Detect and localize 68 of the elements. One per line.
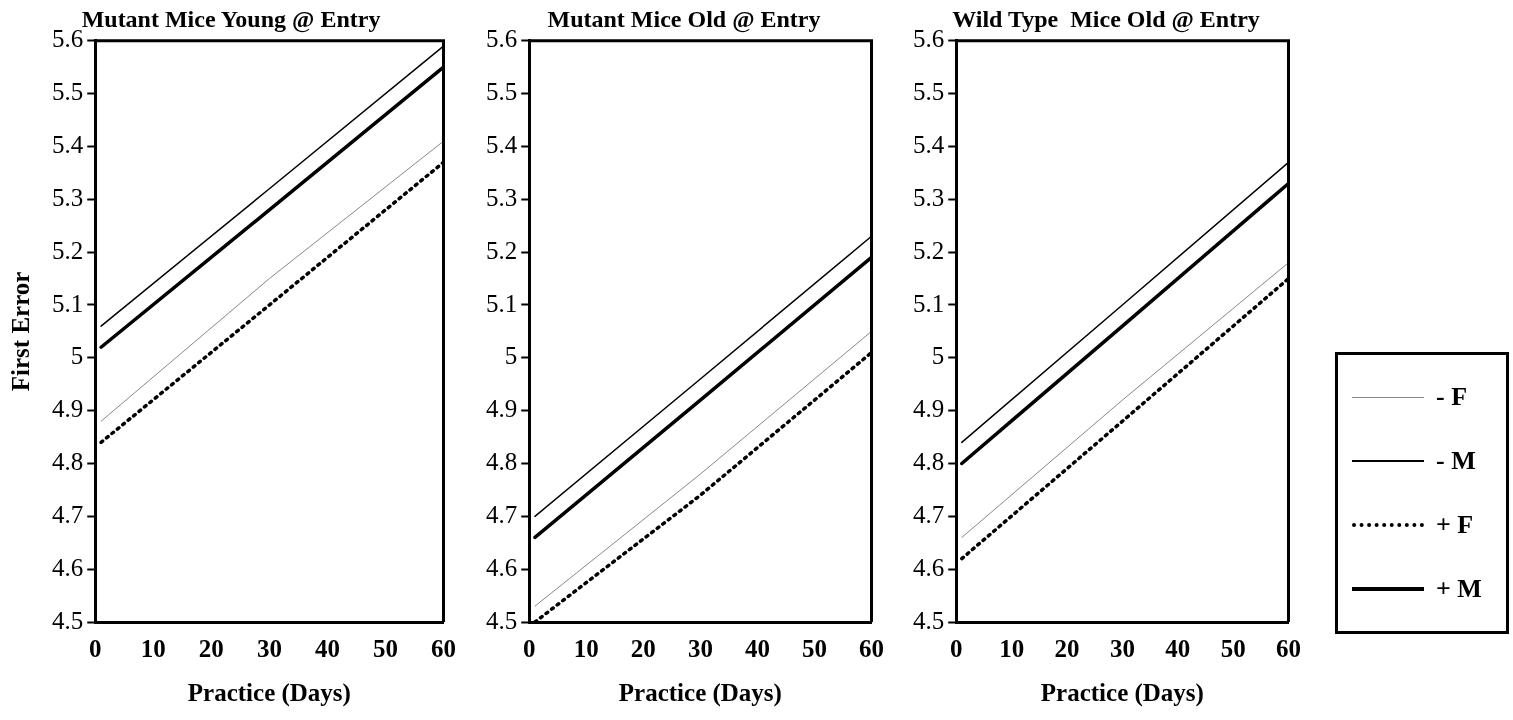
- x-tick-label: 60: [431, 635, 456, 663]
- y-tick-label: 5.5: [913, 78, 945, 106]
- y-tick-label: 4.7: [52, 500, 84, 528]
- y-tick-label: 4.8: [913, 448, 945, 476]
- y-tick-label: 4.6: [486, 553, 518, 581]
- y-tick-label: 5.6: [913, 25, 945, 53]
- y-tick-label: 5.3: [486, 183, 518, 211]
- x-tick-label: 30: [1109, 635, 1135, 663]
- x-tick-label: 10: [140, 635, 166, 663]
- y-tick-label: 5.4: [913, 131, 945, 159]
- chart-title: Mutant Mice Young @ Entry: [81, 5, 381, 33]
- chart-title: Mutant Mice Old @ Entry: [547, 5, 821, 33]
- legend-label: + F: [1436, 510, 1474, 540]
- y-tick-label: 5.3: [52, 183, 84, 211]
- y-tick-label: 5: [70, 342, 84, 370]
- y-tick-label: 5.2: [913, 236, 945, 264]
- x-axis-title: Practice (Days): [618, 679, 782, 708]
- x-tick-label: 0: [950, 635, 963, 663]
- x-tick-label: 10: [999, 635, 1025, 663]
- x-tick-label: 50: [1220, 635, 1246, 663]
- y-tick-label: 5: [931, 342, 945, 370]
- x-tick-label: 0: [523, 635, 536, 663]
- x-tick-label: 50: [801, 635, 827, 663]
- x-tick-label: 60: [859, 635, 884, 663]
- y-tick-label: 5.4: [486, 131, 518, 159]
- y-axis-title: First Error: [7, 271, 35, 392]
- x-tick-label: 50: [372, 635, 398, 663]
- y-tick-label: 5.6: [52, 25, 84, 53]
- y-tick-label: 5.5: [52, 78, 84, 106]
- y-tick-label: 5.2: [486, 236, 518, 264]
- x-tick-label: 30: [256, 635, 282, 663]
- y-tick-label: 4.5: [486, 606, 518, 634]
- y-tick-label: 5.1: [913, 289, 945, 317]
- x-tick-label: 10: [573, 635, 599, 663]
- y-tick-label: 5.3: [913, 183, 945, 211]
- chart-title: Wild Type Mice Old @ Entry: [952, 5, 1260, 33]
- y-tick-label: 4.8: [486, 448, 518, 476]
- x-tick-label: 20: [1054, 635, 1080, 663]
- x-axis-title: Practice (Days): [187, 679, 351, 708]
- y-tick-label: 4.7: [486, 500, 518, 528]
- y-tick-label: 4.6: [913, 553, 945, 581]
- y-tick-label: 4.9: [913, 395, 945, 423]
- x-axis-title: Practice (Days): [1040, 679, 1204, 708]
- y-tick-label: 5: [504, 342, 518, 370]
- legend-label: - F: [1436, 382, 1468, 412]
- x-tick-label: 60: [1276, 635, 1301, 663]
- x-tick-label: 20: [198, 635, 224, 663]
- y-tick-label: 4.6: [52, 553, 84, 581]
- y-tick-label: 4.9: [52, 395, 84, 423]
- y-tick-label: 5.2: [52, 236, 84, 264]
- x-tick-label: 40: [1165, 635, 1191, 663]
- y-tick-label: 4.5: [52, 606, 84, 634]
- legend-label: + M: [1436, 574, 1482, 604]
- y-tick-label: 4.8: [52, 448, 84, 476]
- y-tick-label: 5.6: [486, 25, 518, 53]
- y-tick-label: 5.1: [52, 289, 84, 317]
- y-tick-label: 5.4: [52, 131, 84, 159]
- x-tick-label: 30: [687, 635, 713, 663]
- y-tick-label: 4.9: [486, 395, 518, 423]
- y-tick-label: 5.5: [486, 78, 518, 106]
- legend-label: - M: [1436, 446, 1476, 476]
- y-tick-label: 4.7: [913, 500, 945, 528]
- x-tick-label: 40: [744, 635, 770, 663]
- x-tick-label: 40: [314, 635, 340, 663]
- y-tick-label: 4.5: [913, 606, 945, 634]
- x-tick-label: 0: [89, 635, 102, 663]
- x-tick-label: 20: [630, 635, 656, 663]
- y-tick-label: 5.1: [486, 289, 518, 317]
